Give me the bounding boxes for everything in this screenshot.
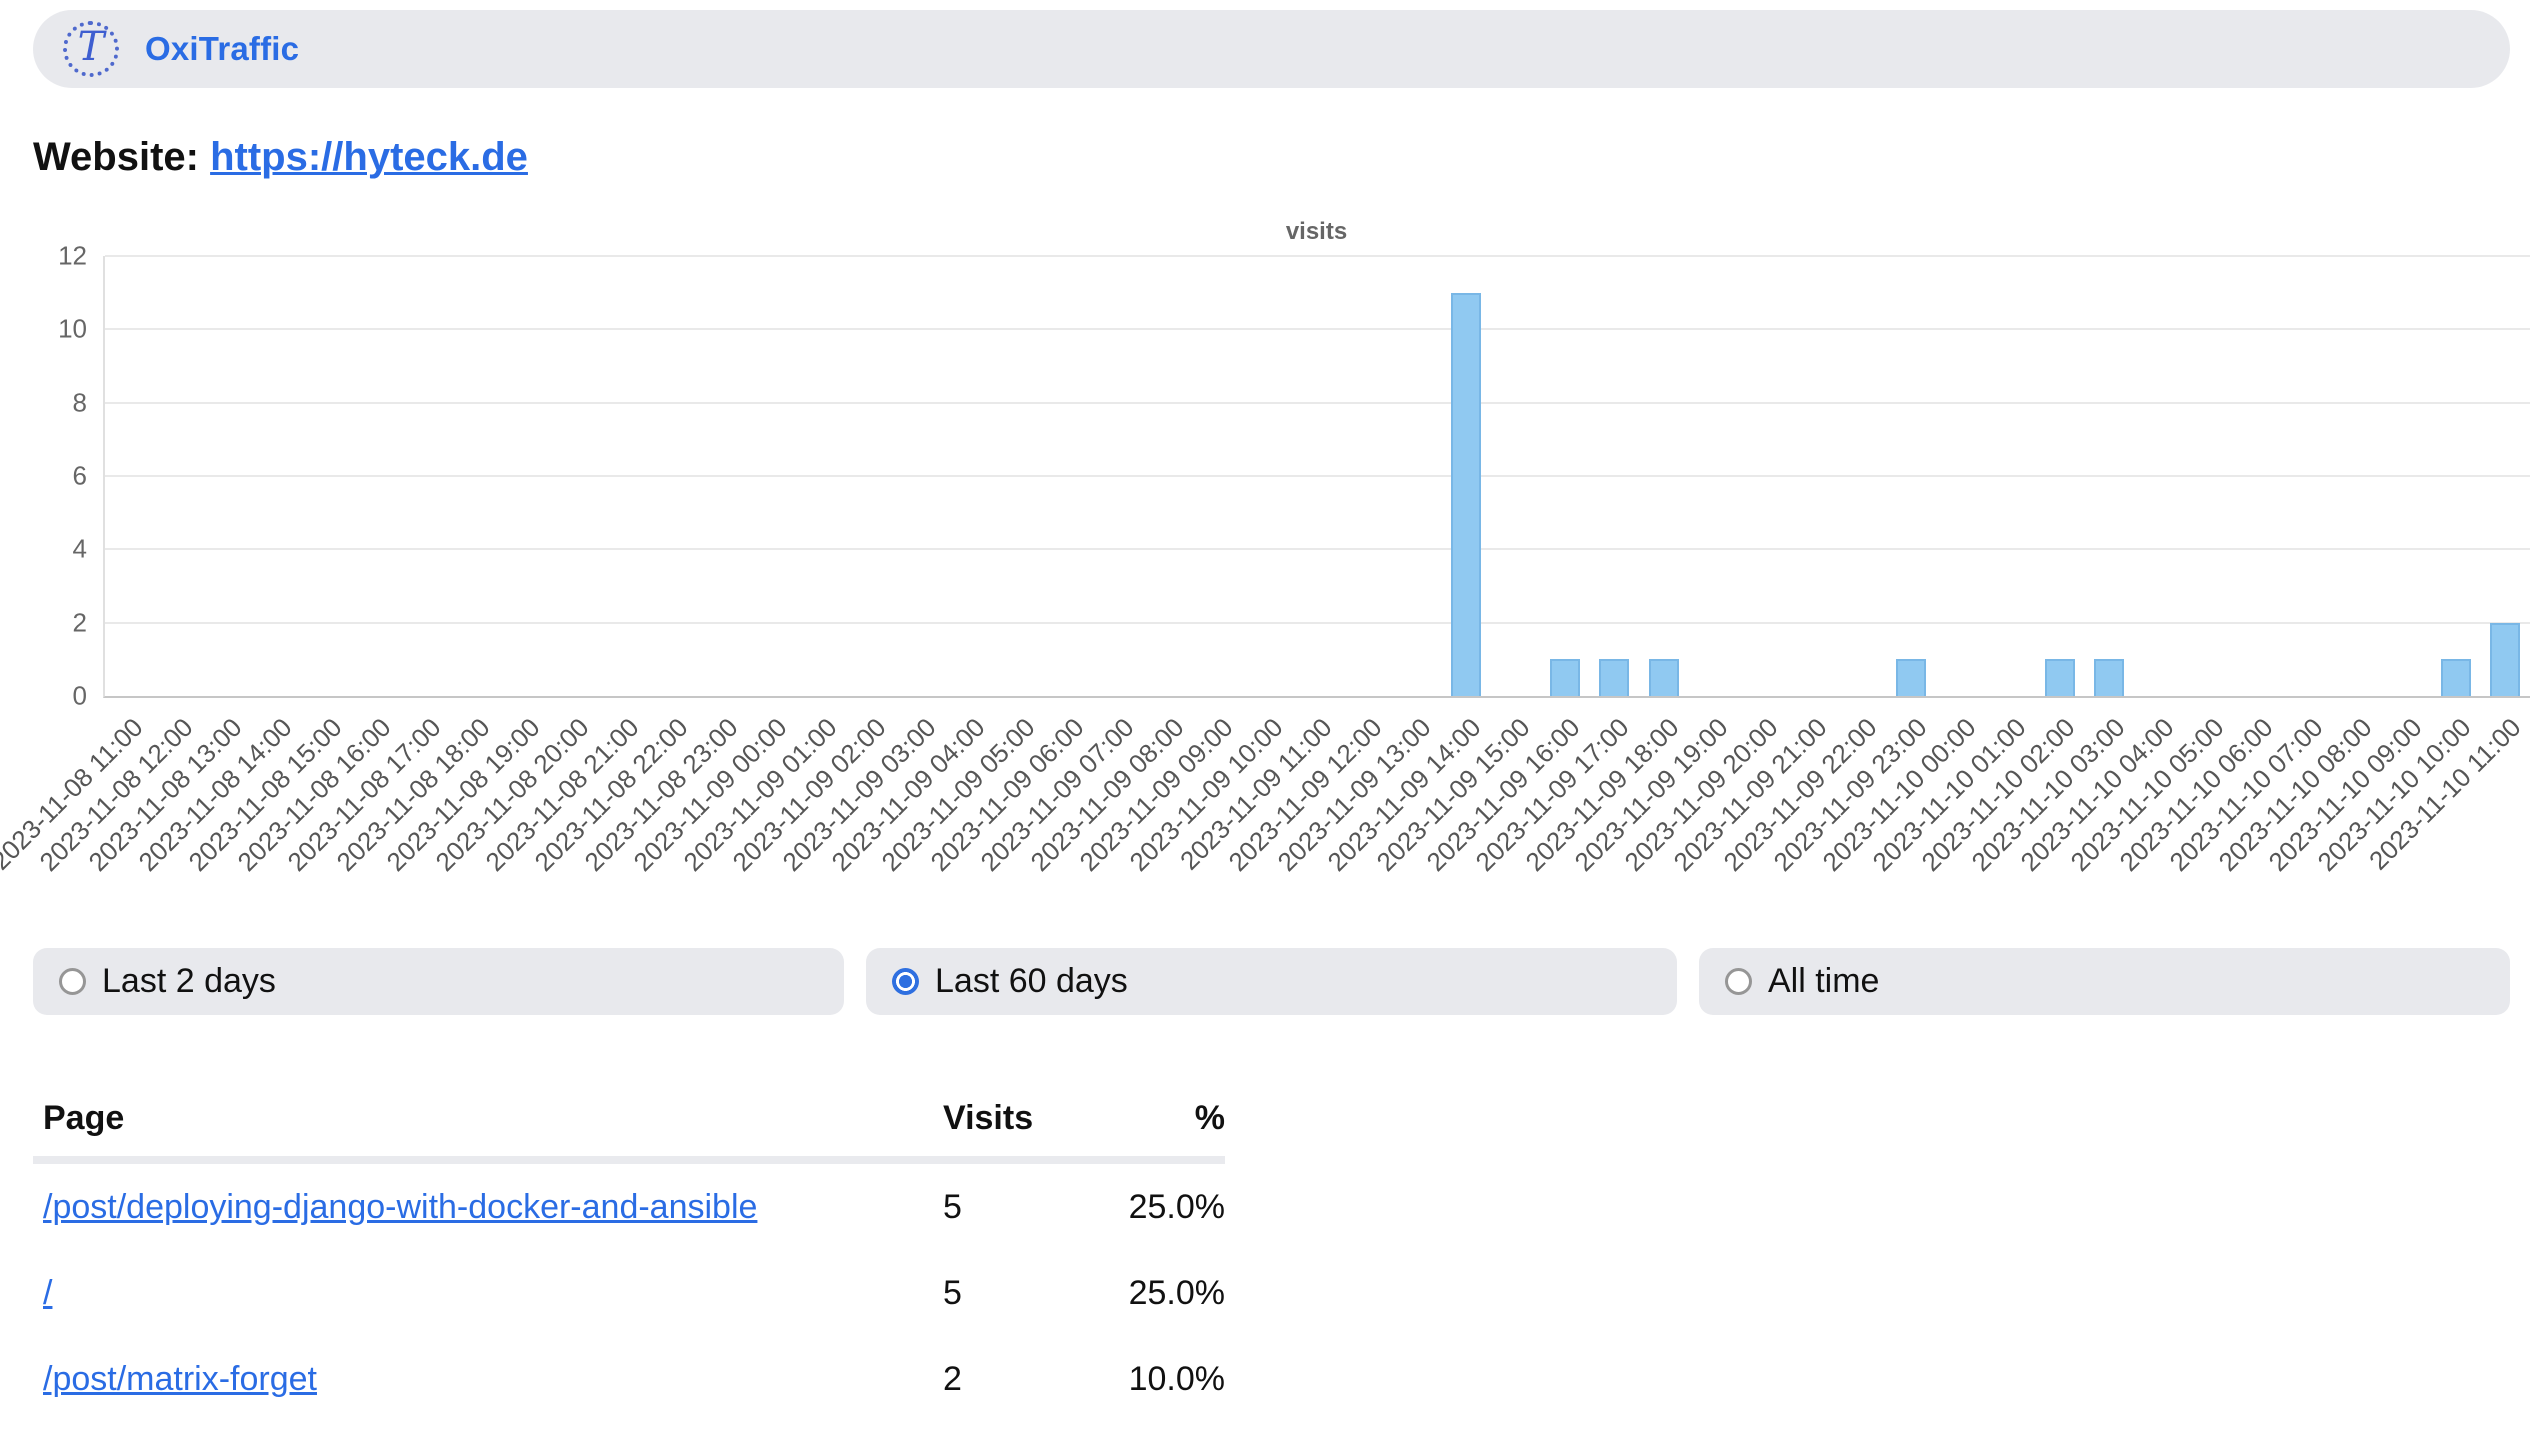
visits-cell: 2 [943,1360,962,1398]
chart-bar [2490,622,2521,696]
percent-cell: 25.0% [1128,1188,1225,1226]
x-axis: 2023-11-08 11:00 2023-11-08 12:00 2023-11-… [0,698,2530,946]
gridline [105,621,2530,624]
brand-title: OxiTraffic [145,30,300,67]
gridline [105,548,2530,551]
table-row: /post/deploying-django-with-docker-and-a… [33,1160,1225,1250]
chart-bar [2440,659,2471,696]
column-header-percent: % [1098,1099,1225,1164]
chart-bar [2094,659,2125,696]
y-axis-label: 2 [72,607,87,638]
table-row: / 5 25.0% [33,1250,1225,1336]
y-axis-label: 0 [72,680,87,711]
chart-bar [1549,659,1580,696]
chart-title: visits [1285,218,1348,245]
visits-chart: visits 0 2 4 6 8 10 12 2023-11-08 11:00 2023-11… [0,218,2530,946]
y-axis-label: 4 [72,533,87,564]
column-header-visits: Visits [943,1099,1098,1164]
percent-cell: 10.0% [1128,1360,1225,1398]
app-header: T OxiTraffic [33,10,2510,88]
time-range-option-last-2-days[interactable]: Last 2 days [33,948,844,1015]
time-range-label: All time [1768,962,1880,1000]
plot [103,255,2530,698]
gridline [105,401,2530,404]
percent-cell: 25.0% [1128,1274,1225,1312]
chart-bar [1896,659,1927,696]
page-link[interactable]: /post/deploying-django-with-docker-and-a… [43,1188,758,1226]
website-link[interactable]: https://hyteck.de [210,135,528,179]
y-axis: 0 2 4 6 8 10 12 [33,241,103,711]
chart-bar [1648,659,1679,696]
chart-bar [2044,659,2075,696]
chart-plot-area: 0 2 4 6 8 10 12 [33,241,2530,711]
gridline [105,328,2530,331]
time-range-label: Last 60 days [935,962,1128,1000]
gridline [105,255,2530,257]
column-header-page: Page [33,1099,943,1164]
page-link[interactable]: / [43,1274,53,1312]
visits-cell: 5 [943,1274,962,1312]
time-range-label: Last 2 days [102,962,276,1000]
y-axis-label: 10 [58,313,87,344]
radio-selected-icon[interactable] [892,968,919,995]
radio-unselected-icon[interactable] [59,968,86,995]
visits-cell: 5 [943,1188,962,1226]
y-axis-label: 6 [72,460,87,491]
chart-bar [1599,659,1630,696]
time-range-row: Last 2 days Last 60 days All time [33,948,2510,1015]
time-range-option-all-time[interactable]: All time [1699,948,2510,1015]
table-header-row: Page Visits % [33,1099,1225,1164]
page: T OxiTraffic Website: https://hyteck.de … [0,10,2543,1422]
y-axis-label: 12 [58,240,87,271]
website-heading: Website: https://hyteck.de [33,132,2510,182]
radio-unselected-icon[interactable] [1725,968,1752,995]
y-axis-label: 8 [72,387,87,418]
website-label: Website: [33,135,199,179]
time-range-option-last-60-days[interactable]: Last 60 days [866,948,1677,1015]
oxitraffic-logo-icon: T [63,21,119,77]
chart-bar [1450,292,1481,696]
page-link[interactable]: /post/matrix-forget [43,1360,317,1398]
gridline [105,475,2530,477]
logo-letter: T [77,24,105,70]
pages-table: Page Visits % /post/deploying-django-wit… [33,1099,1225,1422]
table-row: /post/matrix-forget 2 10.0% [33,1336,1225,1422]
